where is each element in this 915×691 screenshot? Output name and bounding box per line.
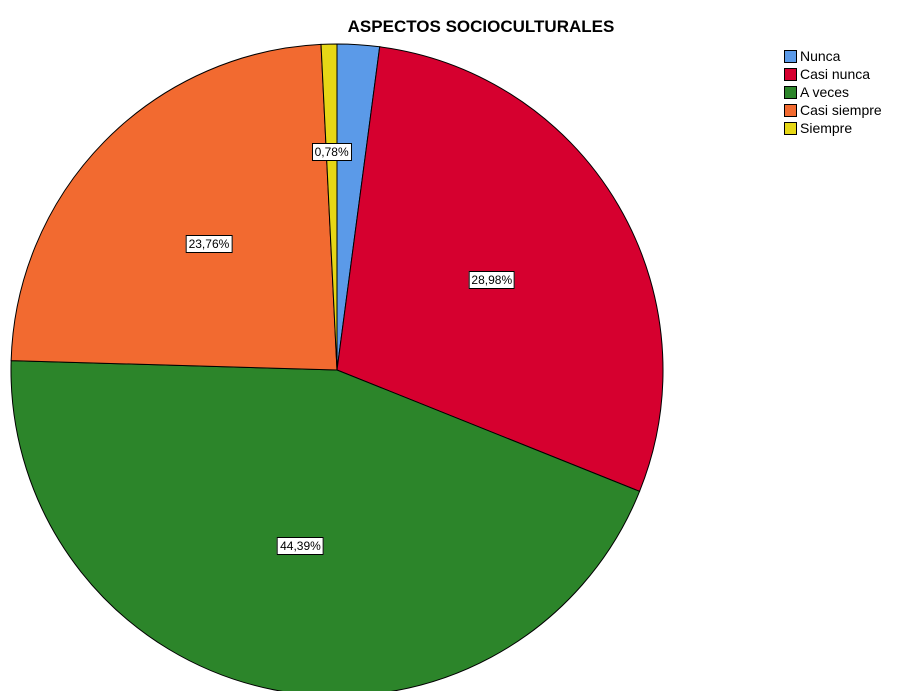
legend-swatch-nunca <box>784 49 797 63</box>
legend-item-a-veces: A veces <box>784 83 882 101</box>
data-label-casi-siempre: 23,76% <box>185 235 233 254</box>
data-label-casi-nunca: 28,98% <box>468 270 516 289</box>
chart-title: ASPECTOS SOCIOCULTURALES <box>347 17 615 36</box>
legend-item-casi-nunca: Casi nunca <box>784 65 882 83</box>
pie-slice-a-veces <box>10 360 641 691</box>
legend-swatch-casi-nunca <box>784 67 797 81</box>
pie-slice-siempre <box>320 43 338 371</box>
legend-label-a-veces: A veces <box>800 84 850 100</box>
legend-label-siempre: Siempre <box>800 120 853 136</box>
pie-slice-casi-nunca <box>336 46 664 492</box>
data-label-a-veces: 44,39% <box>277 536 324 555</box>
legend-swatch-a-veces <box>784 85 797 99</box>
legend-item-casi-siempre: Casi siempre <box>784 101 882 119</box>
pie-slice-casi-siempre <box>10 43 338 371</box>
legend-swatch-casi-siempre <box>784 103 797 117</box>
data-label-siempre: 0,78% <box>311 142 352 161</box>
legend: Nunca Casi nunca A veces Casi siempre Siempr… <box>784 47 882 137</box>
legend-label-nunca: Nunca <box>800 48 841 64</box>
legend-swatch-siempre <box>784 121 797 135</box>
legend-label-casi-nunca: Casi nunca <box>800 66 871 82</box>
legend-item-siempre: Siempre <box>784 119 882 137</box>
legend-item-nunca: Nunca <box>784 47 882 65</box>
legend-label-casi-siempre: Casi siempre <box>800 102 882 118</box>
